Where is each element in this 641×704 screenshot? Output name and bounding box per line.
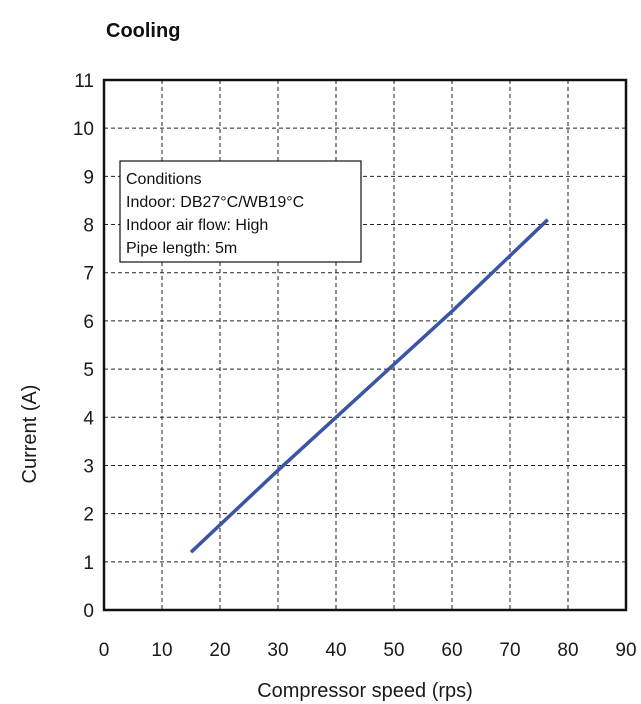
x-tick-label: 20 [209,640,230,661]
y-tick-label: 1 [83,553,94,574]
conditions-line: Pipe length: 5m [126,240,237,257]
series-group [189,218,549,554]
y-tick-label: 7 [83,264,94,285]
y-tick-label: 9 [83,167,94,188]
x-tick-label: 50 [383,640,404,661]
y-tick-label: 5 [83,360,94,381]
y-tick-label: 11 [74,71,94,92]
conditions-line: Conditions [126,171,202,188]
x-tick-label: 0 [99,640,110,661]
plot-frame [102,78,628,612]
x-tick-label: 30 [267,640,288,661]
conditions-line: Indoor air flow: High [126,217,268,234]
y-tick-label: 6 [83,312,94,333]
y-axis-title: Current (A) [19,385,41,484]
y-tick-label: 4 [83,408,94,429]
x-tick-label: 40 [325,640,346,661]
x-axis-title: Compressor speed (rps) [257,680,473,702]
y-tick-label: 8 [83,216,94,237]
conditions-line: Indoor: DB27°C/WB19°C [126,194,304,211]
conditions-box: Conditions Indoor: DB27°C/WB19°C Indoor … [119,160,362,263]
grid [104,80,626,610]
y-tick-label: 3 [83,456,94,477]
y-tick-label: 0 [83,601,94,622]
conditions-box-frame [119,160,362,263]
y-tick-label: 10 [73,119,94,140]
x-tick-label: 70 [499,640,520,661]
x-tick-labels: 0 10 20 30 40 50 60 70 80 90 [99,640,637,661]
chart-title: Cooling [106,20,180,42]
series-line [189,218,549,554]
y-tick-label: 2 [83,505,94,526]
y-tick-labels: 0 1 2 3 4 5 6 7 8 9 10 11 [73,71,95,622]
x-tick-label: 90 [615,640,636,661]
x-tick-label: 80 [557,640,578,661]
x-tick-label: 60 [441,640,462,661]
x-tick-label: 10 [151,640,172,661]
